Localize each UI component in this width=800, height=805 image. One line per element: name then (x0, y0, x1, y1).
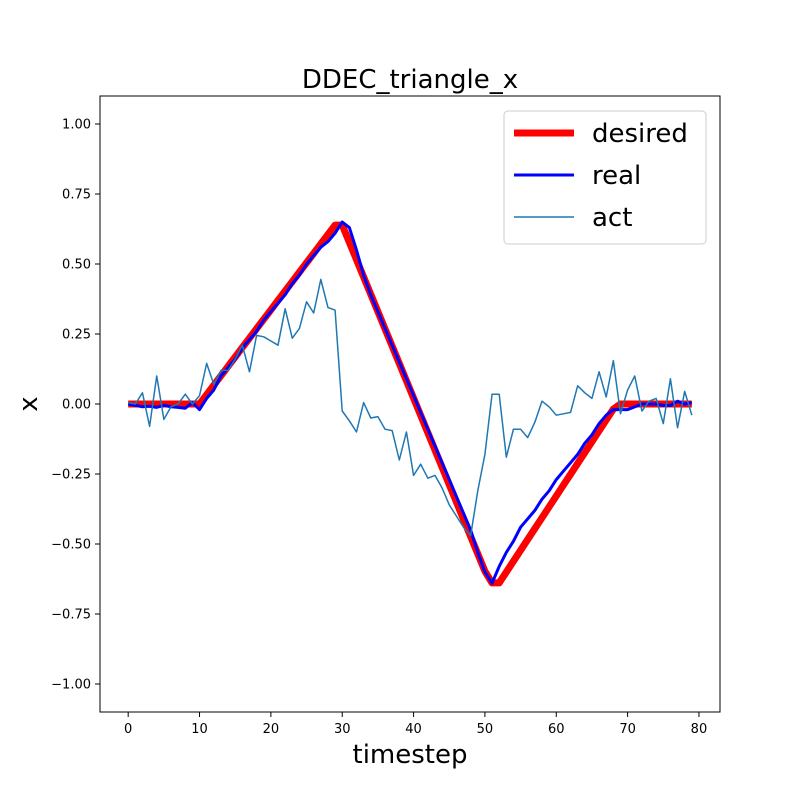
legend-label-real: real (592, 161, 641, 191)
y-tick-label: 0.50 (62, 258, 91, 273)
legend-box (503, 110, 707, 245)
x-tick-label: 50 (477, 722, 494, 737)
y-tick-label: 0.25 (62, 328, 91, 343)
axes-frame (99, 95, 721, 713)
x-tick-label: 60 (548, 722, 565, 737)
x-tick-label: 30 (334, 722, 351, 737)
x-tick-label: 0 (124, 722, 132, 737)
x-axis-ticks: 0 10 20 30 40 50 60 70 80 (124, 712, 707, 737)
x-tick-label: 80 (691, 722, 708, 737)
y-tick-label: 0.75 (62, 188, 91, 203)
x-tick-label: 20 (263, 722, 280, 737)
y-tick-label: 1.00 (62, 118, 91, 133)
y-tick-label: −0.50 (51, 538, 91, 553)
x-axis-label: timestep (353, 740, 468, 770)
x-tick-label: 70 (619, 722, 636, 737)
x-tick-label: 10 (191, 722, 208, 737)
series-line-act (128, 278, 693, 537)
chart-title: DDEC_triangle_x (302, 65, 518, 95)
legend-items: desired real act (514, 119, 688, 233)
legend: desired real act (503, 110, 707, 245)
y-tick-label: −0.75 (51, 608, 91, 623)
y-tick-label: −0.25 (51, 468, 91, 483)
series-line-real (127, 220, 693, 585)
legend-label-act: act (592, 203, 632, 233)
x-tick-label: 40 (405, 722, 422, 737)
y-axis-ticks: −1.00 −0.75 −0.50 −0.25 0.00 0.25 0.50 0.75 1.00 (51, 118, 100, 693)
plot-series (127, 220, 693, 587)
legend-label-desired: desired (592, 119, 688, 149)
y-tick-label: −1.00 (51, 678, 91, 693)
y-tick-label: 0.00 (62, 398, 91, 413)
y-axis-label: x (14, 396, 44, 411)
